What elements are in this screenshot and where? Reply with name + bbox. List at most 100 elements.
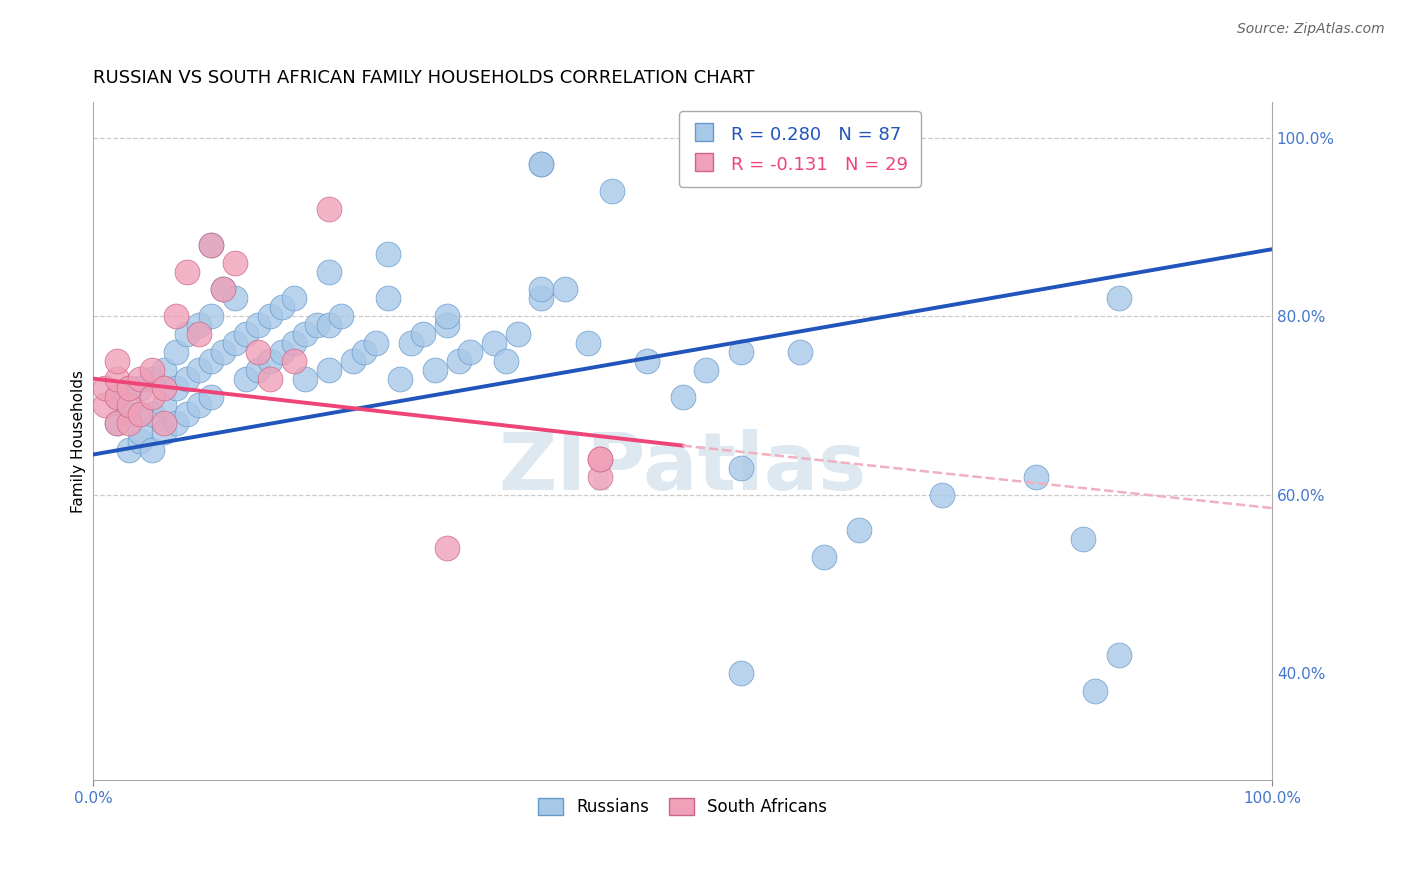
Point [600, 184, 623, 198]
Text: ZIPatlas: ZIPatlas [498, 429, 866, 508]
Point [211, 282, 233, 296]
Point [730, 666, 752, 681]
Point [247, 362, 270, 376]
Point [129, 372, 152, 386]
Point [342, 353, 364, 368]
Point [388, 372, 411, 386]
Point [129, 381, 152, 395]
Point [259, 353, 281, 368]
Point [495, 353, 517, 368]
Point [259, 372, 281, 386]
Point [200, 309, 222, 323]
Point [224, 335, 246, 350]
Point [259, 309, 281, 323]
Point [141, 408, 163, 422]
Point [294, 326, 316, 341]
Point [307, 318, 329, 332]
Point [165, 381, 187, 395]
Text: RUSSIAN VS SOUTH AFRICAN FAMILY HOUSEHOLDS CORRELATION CHART: RUSSIAN VS SOUTH AFRICAN FAMILY HOUSEHOL… [93, 69, 755, 87]
Point [294, 372, 316, 386]
Point [211, 282, 233, 296]
Point [270, 300, 292, 314]
Point [94, 399, 117, 413]
Point [153, 399, 176, 413]
Point [211, 344, 233, 359]
Point [153, 381, 176, 395]
Point [318, 202, 340, 216]
Point [153, 417, 176, 431]
Point [576, 335, 599, 350]
Point [423, 362, 446, 376]
Point [695, 362, 717, 376]
Point [589, 470, 612, 484]
Point [141, 362, 163, 376]
Point [1071, 533, 1094, 547]
Point [188, 326, 211, 341]
Point [117, 399, 139, 413]
Point [117, 417, 139, 431]
Point [530, 157, 553, 171]
Point [270, 344, 292, 359]
Point [364, 335, 387, 350]
Point [353, 344, 375, 359]
Legend: Russians, South Africans: Russians, South Africans [531, 791, 834, 822]
Point [318, 264, 340, 278]
Point [506, 326, 529, 341]
Point [1025, 470, 1047, 484]
Point [200, 237, 222, 252]
Point [247, 344, 270, 359]
Point [730, 344, 752, 359]
Point [482, 335, 505, 350]
Y-axis label: Family Households: Family Households [72, 369, 86, 513]
Point [377, 291, 399, 305]
Point [105, 372, 128, 386]
Point [176, 326, 198, 341]
Point [105, 390, 128, 404]
Point [188, 362, 211, 376]
Point [530, 282, 553, 296]
Point [436, 309, 458, 323]
Point [1084, 684, 1107, 698]
Point [460, 344, 482, 359]
Point [153, 425, 176, 440]
Point [141, 390, 163, 404]
Point [141, 372, 163, 386]
Point [117, 443, 139, 458]
Point [224, 291, 246, 305]
Point [117, 381, 139, 395]
Point [176, 264, 198, 278]
Point [671, 390, 693, 404]
Point [931, 488, 953, 502]
Point [188, 318, 211, 332]
Point [129, 434, 152, 449]
Point [401, 335, 423, 350]
Point [554, 282, 576, 296]
Point [377, 246, 399, 260]
Point [283, 335, 305, 350]
Point [94, 381, 117, 395]
Point [530, 157, 553, 171]
Point [141, 443, 163, 458]
Point [848, 524, 870, 538]
Point [129, 425, 152, 440]
Point [447, 353, 470, 368]
Point [117, 381, 139, 395]
Point [329, 309, 352, 323]
Point [105, 353, 128, 368]
Point [283, 353, 305, 368]
Point [200, 353, 222, 368]
Point [129, 408, 152, 422]
Point [129, 408, 152, 422]
Point [105, 417, 128, 431]
Point [283, 291, 305, 305]
Point [636, 353, 658, 368]
Point [153, 362, 176, 376]
Point [247, 318, 270, 332]
Point [589, 452, 612, 467]
Point [224, 255, 246, 269]
Point [105, 390, 128, 404]
Point [188, 399, 211, 413]
Point [412, 326, 434, 341]
Point [789, 344, 811, 359]
Point [318, 318, 340, 332]
